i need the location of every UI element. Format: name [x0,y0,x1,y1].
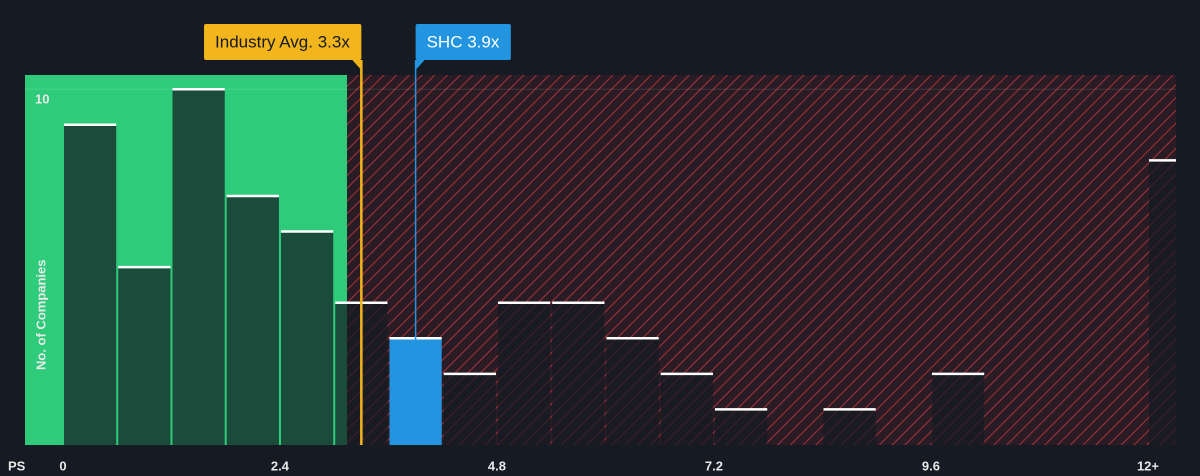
bar [660,373,713,445]
x-tick-label: 7.2 [705,458,723,473]
annotation-label: SHC 3.9x [427,32,500,51]
bar [172,89,225,445]
bar [823,409,876,445]
x-tick-label: 2.4 [271,458,290,473]
bar [63,124,117,445]
annotation-box [415,24,511,60]
y-axis-label: No. of Companies [33,259,48,370]
bar [443,373,496,445]
bar [606,338,659,445]
annotation-label: Industry Avg. 3.3x [215,32,350,51]
annotation-pointer [352,60,362,70]
bar [552,302,605,445]
bar [226,195,279,445]
bar [714,409,768,445]
x-tick-label: 0 [59,458,66,473]
bar [497,302,551,445]
y-tick-label: 10 [35,92,49,107]
x-tick-label: 9.6 [922,458,940,473]
bar [118,267,171,445]
bar [280,231,334,445]
bar [931,373,985,445]
x-tick-label: 4.8 [488,458,506,473]
x-axis-label: PS [8,458,26,473]
annotation-box [204,24,362,60]
bar [1148,160,1176,445]
annotation-pointer [415,60,425,70]
x-tick-label: 12+ [1137,458,1159,473]
